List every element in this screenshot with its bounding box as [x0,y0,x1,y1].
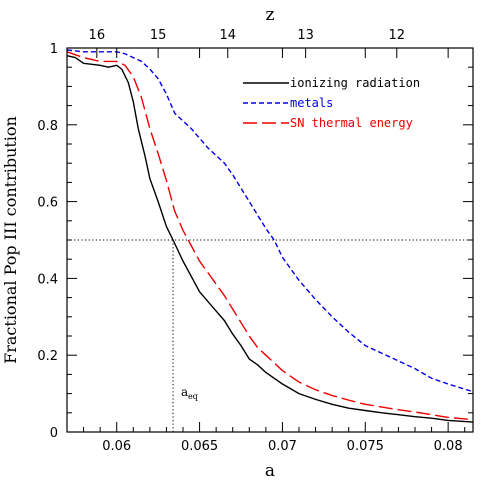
y-axis-label: Fractional Pop III contribution [1,116,20,364]
series-line-1 [66,49,474,393]
legend-label-0: ionizing radiation [290,76,420,90]
annotation-text: a [181,385,188,399]
x-tick-label: 0.07 [268,439,297,454]
y-tick-label: 0.4 [37,272,58,287]
series-line-2 [66,51,474,421]
x-tick-label: 0.065 [181,439,218,454]
annotation-subscript: eq [188,392,198,401]
series-layer [66,49,474,423]
x-tick-label: 0.08 [434,439,463,454]
z-tick-label: 16 [89,28,106,43]
a-eq-annotation: a eq [181,385,198,401]
tick-labels: 0.06 0.065 0.07 0.075 0.08 0 0.2 0.4 0.6 0.8 1 16 15… [37,28,462,454]
z-tick-label: 14 [219,28,236,43]
y-tick-label: 0.2 [37,349,58,364]
y-tick-label: 1 [50,42,58,57]
legend-label-2: SN thermal energy [290,116,413,130]
z-tick-label: 13 [297,28,314,43]
x-tick-label: 0.06 [102,439,131,454]
z-tick-label: 12 [388,28,405,43]
top-axis-label: z [266,5,275,25]
y-tick-label: 0.8 [37,119,58,134]
y-tick-label: 0.6 [37,196,58,211]
ticks [66,47,473,433]
y-tick-label: 0 [50,426,58,441]
z-tick-label: 15 [150,28,167,43]
legend: ionizing radiation metals SN thermal energ… [243,76,420,130]
legend-label-1: metals [290,96,333,110]
plot-frame [66,47,474,433]
x-tick-label: 0.075 [347,439,384,454]
x-axis-label: a [265,461,275,481]
reference-lines [67,239,473,432]
series-line-0 [66,54,474,423]
